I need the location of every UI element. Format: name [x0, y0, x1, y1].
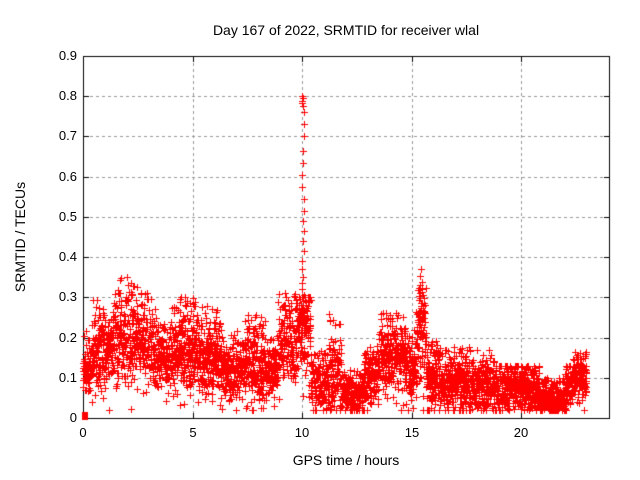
y-tick-label: 0 [69, 410, 77, 425]
y-tick-label: 0.4 [58, 249, 77, 264]
x-tick-label: 10 [294, 425, 310, 440]
x-axis-label: GPS time / hours [292, 452, 400, 468]
y-tick-label: 0.7 [58, 128, 77, 143]
y-tick-label: 0.6 [58, 169, 77, 184]
x-tick-label: 15 [404, 425, 420, 440]
chart-title: Day 167 of 2022, SRMTID for receiver wla… [212, 22, 480, 38]
x-tick-label: 0 [79, 425, 87, 440]
y-axis-label: SRMTID / TECUs [12, 181, 28, 293]
y-tick-label: 0.8 [58, 88, 77, 103]
y-tick-label: 0.1 [58, 370, 77, 385]
x-tick-label: 20 [513, 425, 529, 440]
y-tick-label: 0.3 [58, 289, 77, 304]
y-tick-label: 0.2 [58, 330, 77, 345]
y-tick-label: 0.9 [58, 48, 77, 63]
x-tick-label: 5 [189, 425, 197, 440]
y-tick-label: 0.5 [58, 209, 77, 224]
